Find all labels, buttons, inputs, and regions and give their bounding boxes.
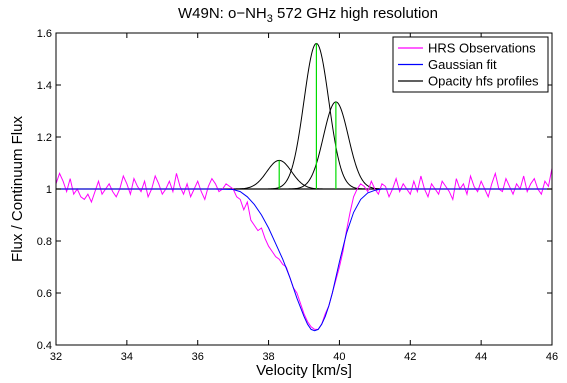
x-tick-label: 44: [475, 351, 487, 363]
x-tick-label: 36: [192, 351, 204, 363]
y-tick-label: 0.4: [37, 340, 52, 352]
chart-title-subscript: 3: [267, 13, 273, 25]
chart-title: W49N: o−NH3 572 GHz high resolution: [178, 5, 438, 25]
legend-label: Gaussian fit: [428, 57, 497, 72]
y-axis-title: Flux / Continuum Flux: [9, 116, 26, 262]
x-tick-label: 46: [546, 351, 558, 363]
x-tick-label: 38: [262, 351, 274, 363]
gaussian-fit-line: [56, 188, 552, 332]
x-axis-title: Velocity [km/s]: [256, 362, 352, 379]
chart-title-rest: 572 GHz high resolution: [273, 5, 438, 22]
legend-label: Opacity hfs profiles: [428, 74, 539, 89]
x-tick-label: 42: [404, 351, 416, 363]
y-tick-label: 1.4: [37, 80, 52, 92]
series-layer: [55, 42, 553, 332]
legend-label: HRS Observations: [428, 41, 536, 56]
x-tick-label: 34: [121, 351, 133, 363]
y-tick-label: 1.2: [37, 132, 52, 144]
ticks-layer: 32 34 36 38 40 42 44 46 0.4 0.6 0.8 1 1.2 1.4 1.6: [37, 28, 558, 363]
y-tick-label: 1: [46, 184, 52, 196]
x-tick-label: 32: [50, 351, 62, 363]
y-tick-label: 0.6: [37, 288, 52, 300]
y-tick-label: 0.8: [37, 236, 52, 248]
observations-line: [55, 168, 553, 330]
y-tick-label: 1.6: [37, 28, 52, 40]
x-tick-label: 40: [333, 351, 345, 363]
